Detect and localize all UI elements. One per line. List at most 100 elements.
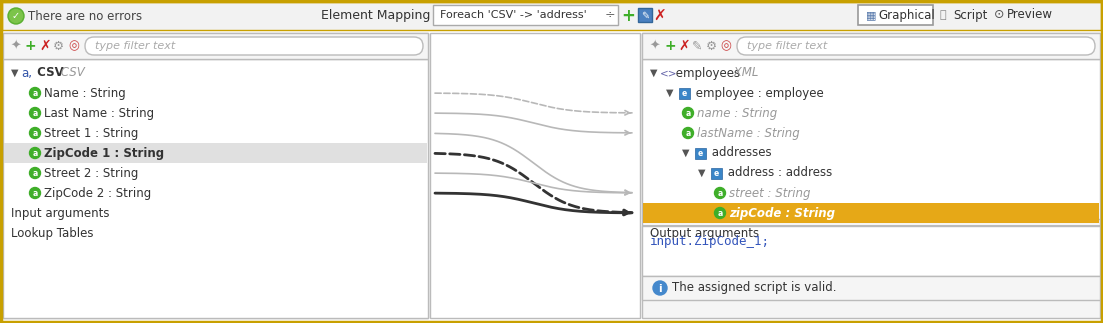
Circle shape	[653, 281, 667, 295]
Text: ✎: ✎	[692, 39, 703, 53]
Text: ✗: ✗	[39, 39, 51, 53]
Text: ▼: ▼	[698, 168, 706, 178]
Text: Last Name : String: Last Name : String	[44, 107, 154, 120]
Bar	[642, 33, 1100, 59]
Text: ✗: ✗	[654, 8, 666, 24]
Bar	[433, 5, 618, 25]
Circle shape	[30, 128, 41, 139]
Bar	[638, 8, 652, 22]
Text: Input arguments: Input arguments	[11, 206, 109, 220]
Text: zipCode : String: zipCode : String	[729, 206, 835, 220]
Text: lastName : String: lastName : String	[697, 127, 800, 140]
Circle shape	[10, 9, 22, 23]
Text: ▼: ▼	[650, 68, 657, 78]
Circle shape	[31, 149, 39, 157]
Circle shape	[684, 109, 692, 117]
Text: a: a	[32, 89, 38, 98]
Text: Street 1 : String: Street 1 : String	[44, 127, 138, 140]
Text: ▼: ▼	[666, 88, 674, 98]
Text: street : String: street : String	[729, 186, 811, 200]
Text: +: +	[621, 7, 635, 25]
Text: a: a	[32, 129, 38, 138]
Text: Lookup Tables: Lookup Tables	[11, 226, 94, 239]
Circle shape	[30, 148, 41, 159]
Bar	[695, 148, 706, 159]
Text: a: a	[32, 109, 38, 118]
Text: a: a	[717, 189, 722, 198]
Text: Name : String: Name : String	[44, 87, 126, 99]
Text: a: a	[717, 209, 722, 218]
Circle shape	[8, 8, 24, 24]
Text: Element Mapping: Element Mapping	[321, 9, 430, 23]
Text: CSV: CSV	[33, 67, 64, 79]
Text: input.ZipCode_1;: input.ZipCode_1;	[650, 235, 770, 248]
Text: ✦: ✦	[650, 39, 661, 53]
Text: ◎: ◎	[720, 39, 731, 53]
Text: ✗: ✗	[678, 39, 689, 53]
Circle shape	[715, 187, 726, 199]
Text: Foreach 'CSV' -> 'address': Foreach 'CSV' -> 'address'	[440, 10, 587, 20]
Circle shape	[31, 169, 39, 177]
Text: ⚙: ⚙	[706, 39, 717, 53]
Text: CSV: CSV	[57, 67, 85, 79]
Bar	[3, 59, 428, 318]
Circle shape	[683, 128, 694, 139]
Text: a: a	[32, 149, 38, 158]
Text: employee : employee: employee : employee	[692, 87, 824, 99]
FancyBboxPatch shape	[85, 37, 422, 55]
Text: e: e	[714, 169, 719, 178]
Circle shape	[30, 88, 41, 99]
Circle shape	[716, 189, 724, 197]
Circle shape	[30, 187, 41, 199]
Circle shape	[31, 109, 39, 117]
Text: ✎: ✎	[641, 11, 649, 20]
Text: Output arguments: Output arguments	[650, 226, 759, 239]
Circle shape	[683, 108, 694, 119]
Text: ⊙: ⊙	[994, 8, 1005, 22]
Text: +: +	[25, 39, 36, 53]
Bar	[2, 2, 1101, 30]
Text: a: a	[685, 109, 690, 118]
Text: Graphical: Graphical	[878, 8, 934, 22]
Bar	[711, 168, 722, 179]
Text: e: e	[697, 149, 703, 158]
Text: i: i	[658, 284, 662, 294]
Text: a: a	[32, 169, 38, 178]
Bar	[642, 225, 1100, 226]
Text: employees: employees	[672, 67, 740, 79]
Circle shape	[31, 189, 39, 197]
Bar	[642, 226, 1100, 276]
Text: ▦: ▦	[866, 10, 877, 20]
Bar	[3, 33, 428, 59]
Bar	[642, 33, 1100, 318]
Text: ◎: ◎	[68, 39, 79, 53]
Text: a: a	[685, 129, 690, 138]
Bar	[430, 33, 640, 318]
Text: type filter text: type filter text	[747, 41, 827, 51]
Text: address : address: address : address	[724, 166, 833, 180]
Bar	[642, 276, 1100, 300]
Circle shape	[30, 168, 41, 179]
Bar	[858, 5, 933, 25]
Bar	[679, 88, 690, 99]
Circle shape	[30, 108, 41, 119]
Text: Script: Script	[953, 8, 987, 22]
Text: There are no errors: There are no errors	[28, 9, 142, 23]
Circle shape	[31, 89, 39, 97]
Bar	[4, 143, 427, 163]
Bar	[3, 33, 428, 318]
Text: Street 2 : String: Street 2 : String	[44, 166, 138, 180]
Text: ⚙: ⚙	[53, 39, 64, 53]
Circle shape	[716, 209, 724, 217]
Circle shape	[684, 129, 692, 137]
Text: <>: <>	[660, 68, 677, 78]
Text: name : String: name : String	[697, 107, 778, 120]
Circle shape	[715, 207, 726, 218]
Text: ZipCode 2 : String: ZipCode 2 : String	[44, 186, 151, 200]
Text: addresses: addresses	[708, 147, 772, 160]
Text: a: a	[32, 189, 38, 198]
Text: ▼: ▼	[11, 68, 19, 78]
Text: ✦: ✦	[11, 39, 21, 53]
Circle shape	[31, 129, 39, 137]
Text: e: e	[682, 89, 687, 98]
